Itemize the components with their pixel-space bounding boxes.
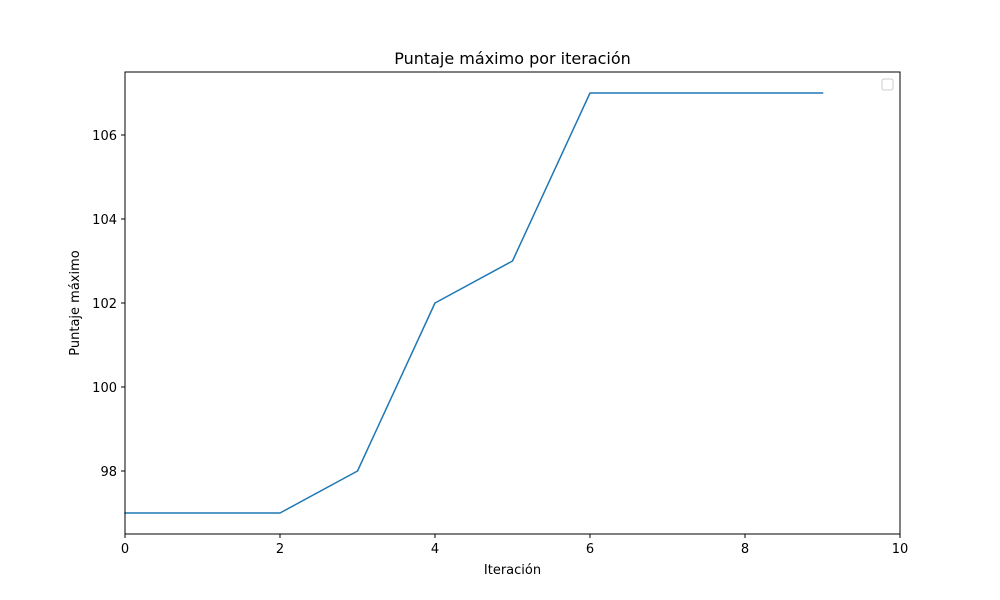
legend [881, 78, 894, 91]
x-axis: 0 2 4 6 8 10 [121, 534, 908, 557]
series-line-0 [124, 92, 824, 514]
y-axis: 98 100 102 104 106 [92, 129, 125, 480]
x-tick-label: 6 [586, 542, 594, 557]
legend-box [881, 78, 894, 91]
chart-title: Puntaje máximo por iteración [394, 49, 631, 68]
x-tick-label: 0 [121, 542, 129, 557]
x-tick-label: 10 [892, 542, 909, 557]
x-axis-label: Iteración [484, 563, 541, 578]
y-tick-label: 98 [100, 465, 117, 480]
y-tick-label: 102 [92, 297, 117, 312]
x-tick-label: 8 [741, 542, 749, 557]
x-tick-label: 2 [276, 542, 284, 557]
y-tick-label: 104 [92, 213, 117, 228]
y-tick-label: 106 [92, 129, 117, 144]
y-axis-label: Puntaje máximo [68, 250, 83, 355]
x-tick-label: 4 [431, 542, 439, 557]
y-tick-label: 100 [92, 381, 117, 396]
